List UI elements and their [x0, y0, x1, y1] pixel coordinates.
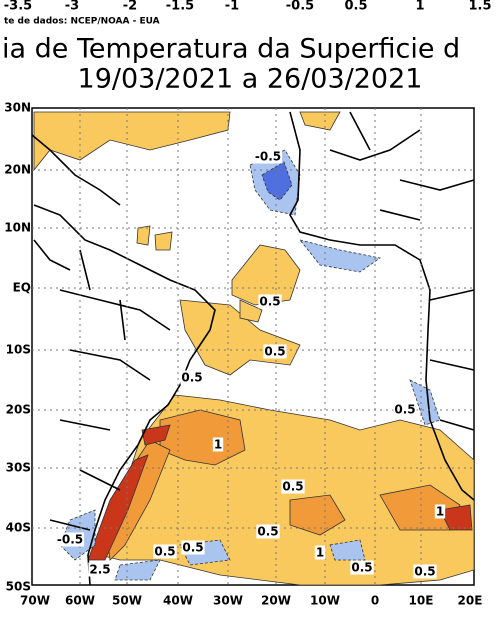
contour-label: 1 — [316, 546, 324, 560]
longitude-label: 30W — [213, 594, 243, 608]
contour-label-bg — [350, 560, 374, 575]
data-source: te de dados: NCEP/NOAA - EUA — [4, 17, 160, 27]
contour-label-bg — [55, 532, 85, 547]
contour-label: 0.5 — [257, 525, 278, 539]
contour-label-bg — [281, 479, 305, 494]
contour-label: 0.5 — [259, 295, 280, 309]
longitude-label: 40W — [163, 594, 193, 608]
longitude-label: 10W — [310, 594, 340, 608]
contour-label-bg — [256, 524, 280, 539]
contour-label-bg — [393, 402, 417, 417]
contour-label-bg — [88, 562, 112, 577]
contour-label: 0.5 — [264, 345, 285, 359]
longitude-label: 20W — [261, 594, 291, 608]
latitude-label: EQ — [13, 281, 31, 295]
latitude-label: 50S — [6, 580, 31, 594]
contour-label: 1 — [436, 505, 444, 519]
contour-label: -0.5 — [57, 533, 83, 547]
contour-label: 0.5 — [154, 545, 175, 559]
contour-label: 0.5 — [414, 565, 435, 579]
longitude-label: 0 — [371, 594, 379, 608]
contour-label: 0.5 — [282, 480, 303, 494]
contour-label: 0.5 — [394, 403, 415, 417]
anomaly-fields — [33, 111, 475, 586]
colorbar-label: 1.5 — [468, 0, 491, 14]
latitude-label: 30S — [6, 461, 31, 475]
latitude-label: 20N — [4, 163, 31, 177]
contour-label-bg — [258, 294, 282, 309]
longitude-label: 50W — [112, 594, 142, 608]
land-outlines — [31, 111, 475, 586]
contour-label: -0.5 — [255, 150, 281, 164]
colorbar-label: 1 — [415, 0, 424, 14]
grid-lines — [32, 108, 474, 585]
contour-label-bg — [413, 564, 437, 579]
colorbar-label: -1 — [225, 0, 239, 14]
longitude-label: 20E — [458, 594, 483, 608]
latitude-label: 10S — [6, 343, 31, 357]
colorbar-label: -0.5 — [286, 0, 314, 14]
contour-label-bg — [434, 504, 446, 519]
contour-label: 1 — [214, 438, 222, 452]
title-line2: 19/03/2021 a 26/03/2021 — [78, 64, 423, 95]
colorbar-label: -2 — [123, 0, 137, 14]
contour-label: 0.5 — [351, 561, 372, 575]
colorbar-label: -3 — [65, 0, 79, 14]
contour-label-bg — [314, 545, 326, 560]
contour-label-bg — [253, 149, 283, 164]
contour-label-bg — [181, 540, 205, 555]
contour-label: 0.5 — [182, 541, 203, 555]
colorbar-label: -3.5 — [4, 0, 32, 14]
title-line1: ia de Temperatura da Superficie d — [2, 34, 460, 65]
contour-label-bg — [263, 344, 287, 359]
longitude-label: 60W — [65, 594, 95, 608]
longitude-label: 70W — [20, 594, 50, 608]
latitude-label: 30N — [4, 101, 31, 115]
contour-label: 0.5 — [181, 371, 202, 385]
latitude-label: 20S — [6, 403, 31, 417]
colorbar-label: -1.5 — [166, 0, 194, 14]
contour-label-bg — [212, 437, 224, 452]
contour-label: 2.5 — [89, 563, 110, 577]
longitude-label: 10E — [409, 594, 434, 608]
latitude-label: 10N — [4, 221, 31, 235]
contour-label-bg — [153, 544, 177, 559]
colorbar-label: 0.5 — [344, 0, 367, 14]
map — [31, 107, 475, 586]
contour-label-bg — [180, 370, 204, 385]
latitude-label: 40S — [6, 521, 31, 535]
